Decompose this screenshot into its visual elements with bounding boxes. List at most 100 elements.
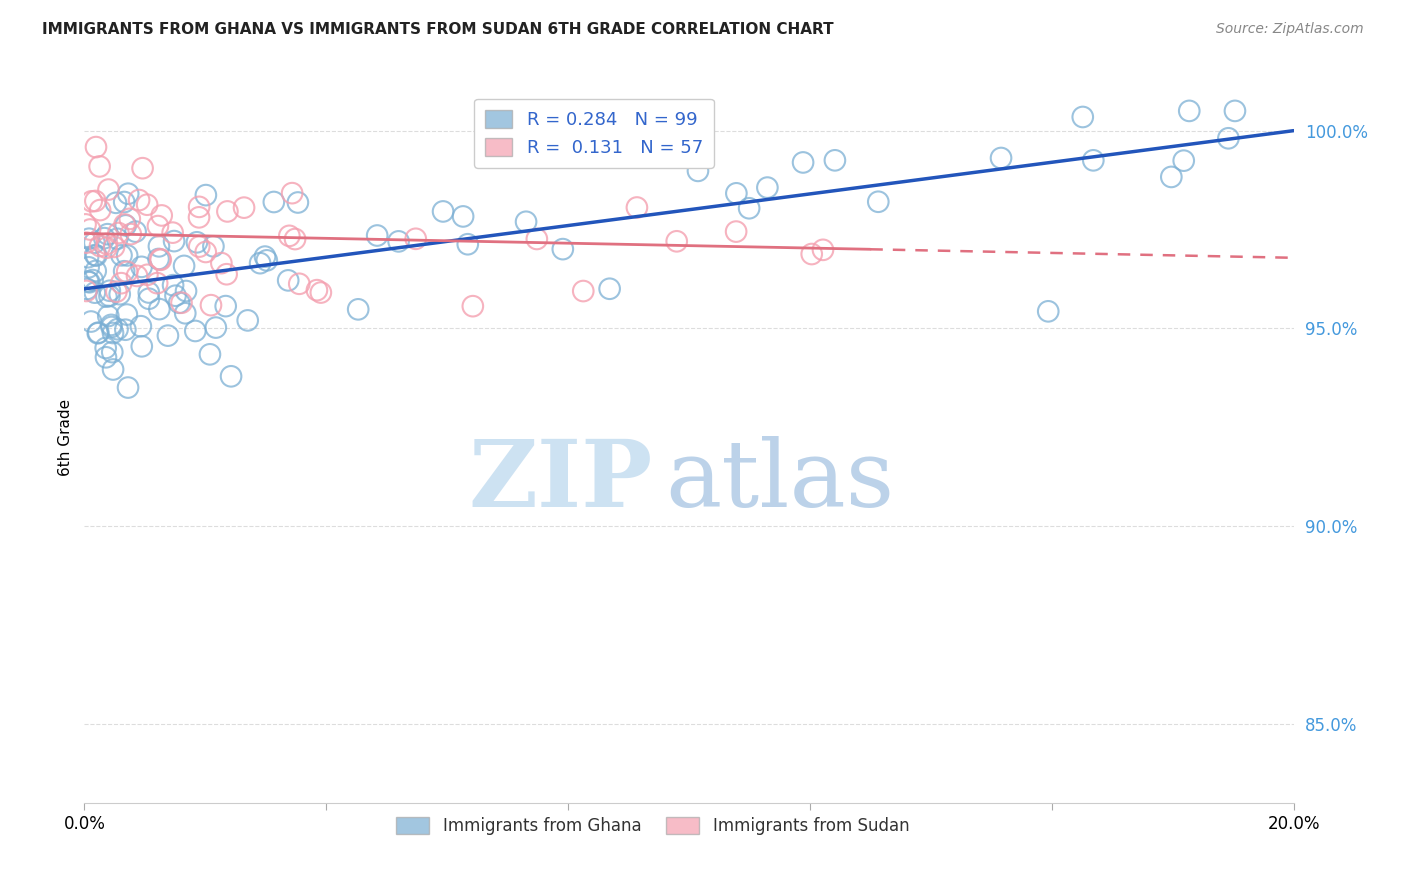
Point <box>174 284 197 298</box>
Point <box>76 282 98 296</box>
Point <box>194 188 217 202</box>
Point <box>616 117 638 131</box>
Point <box>278 228 301 243</box>
Point <box>1178 103 1201 118</box>
Point <box>305 283 328 297</box>
Point <box>125 268 148 283</box>
Point <box>93 231 115 245</box>
Point <box>626 201 648 215</box>
Point <box>131 161 153 176</box>
Point <box>114 219 136 233</box>
Point <box>451 210 474 224</box>
Point <box>572 284 595 298</box>
Point <box>599 282 621 296</box>
Point <box>184 324 207 338</box>
Text: ZIP: ZIP <box>468 436 652 526</box>
Point <box>104 195 127 210</box>
Point <box>84 248 107 262</box>
Point <box>146 276 169 290</box>
Point <box>77 232 100 246</box>
Point <box>219 369 242 384</box>
Point <box>738 201 761 215</box>
Point <box>82 273 104 287</box>
Point <box>129 319 152 334</box>
Point <box>105 285 128 299</box>
Point <box>277 273 299 287</box>
Point <box>148 239 170 253</box>
Point <box>388 235 411 249</box>
Point <box>124 225 146 239</box>
Point <box>432 204 454 219</box>
Point <box>96 236 118 251</box>
Text: IMMIGRANTS FROM GHANA VS IMMIGRANTS FROM SUDAN 6TH GRADE CORRELATION CHART: IMMIGRANTS FROM GHANA VS IMMIGRANTS FROM… <box>42 22 834 37</box>
Point <box>79 275 101 289</box>
Point <box>107 322 129 336</box>
Point <box>86 249 108 263</box>
Point <box>1173 153 1195 168</box>
Point <box>136 268 159 282</box>
Point <box>94 341 117 355</box>
Point <box>128 193 150 207</box>
Y-axis label: 6th Grade: 6th Grade <box>58 399 73 475</box>
Point <box>118 211 141 226</box>
Point <box>77 275 100 289</box>
Point <box>131 339 153 353</box>
Point <box>136 197 159 211</box>
Legend: Immigrants from Ghana, Immigrants from Sudan: Immigrants from Ghana, Immigrants from S… <box>389 811 917 842</box>
Point <box>112 264 135 278</box>
Point <box>131 260 153 274</box>
Point <box>114 218 136 232</box>
Point <box>89 202 111 217</box>
Point <box>100 318 122 332</box>
Point <box>84 140 107 154</box>
Point <box>347 302 370 317</box>
Point <box>108 287 131 301</box>
Point <box>100 320 122 334</box>
Point <box>114 323 136 337</box>
Point <box>163 234 186 248</box>
Point <box>77 250 100 264</box>
Point <box>215 299 238 313</box>
Point <box>117 380 139 394</box>
Point <box>1071 110 1094 124</box>
Point <box>686 164 709 178</box>
Point <box>96 290 118 304</box>
Point <box>202 239 225 253</box>
Point <box>117 186 139 201</box>
Point <box>115 265 138 279</box>
Point <box>205 320 228 334</box>
Point <box>990 151 1012 165</box>
Point <box>725 225 748 239</box>
Point <box>98 289 121 303</box>
Point <box>80 314 103 328</box>
Point <box>756 180 779 194</box>
Point <box>287 195 309 210</box>
Point <box>868 194 890 209</box>
Point <box>84 194 107 208</box>
Point <box>217 204 239 219</box>
Point <box>186 235 208 250</box>
Point <box>792 155 814 169</box>
Point <box>188 211 211 225</box>
Point <box>800 247 823 261</box>
Point <box>146 219 169 233</box>
Point <box>115 308 138 322</box>
Point <box>115 248 138 262</box>
Point <box>170 295 193 310</box>
Text: atlas: atlas <box>665 436 894 526</box>
Point <box>101 345 124 359</box>
Point <box>174 306 197 320</box>
Point <box>209 256 232 270</box>
Point <box>150 209 173 223</box>
Point <box>94 351 117 365</box>
Point <box>75 235 97 250</box>
Point <box>167 295 190 310</box>
Point <box>461 299 484 313</box>
Point <box>138 292 160 306</box>
Point <box>1083 153 1105 168</box>
Point <box>87 326 110 341</box>
Point <box>405 232 427 246</box>
Point <box>665 235 688 249</box>
Point <box>233 201 256 215</box>
Point <box>725 186 748 201</box>
